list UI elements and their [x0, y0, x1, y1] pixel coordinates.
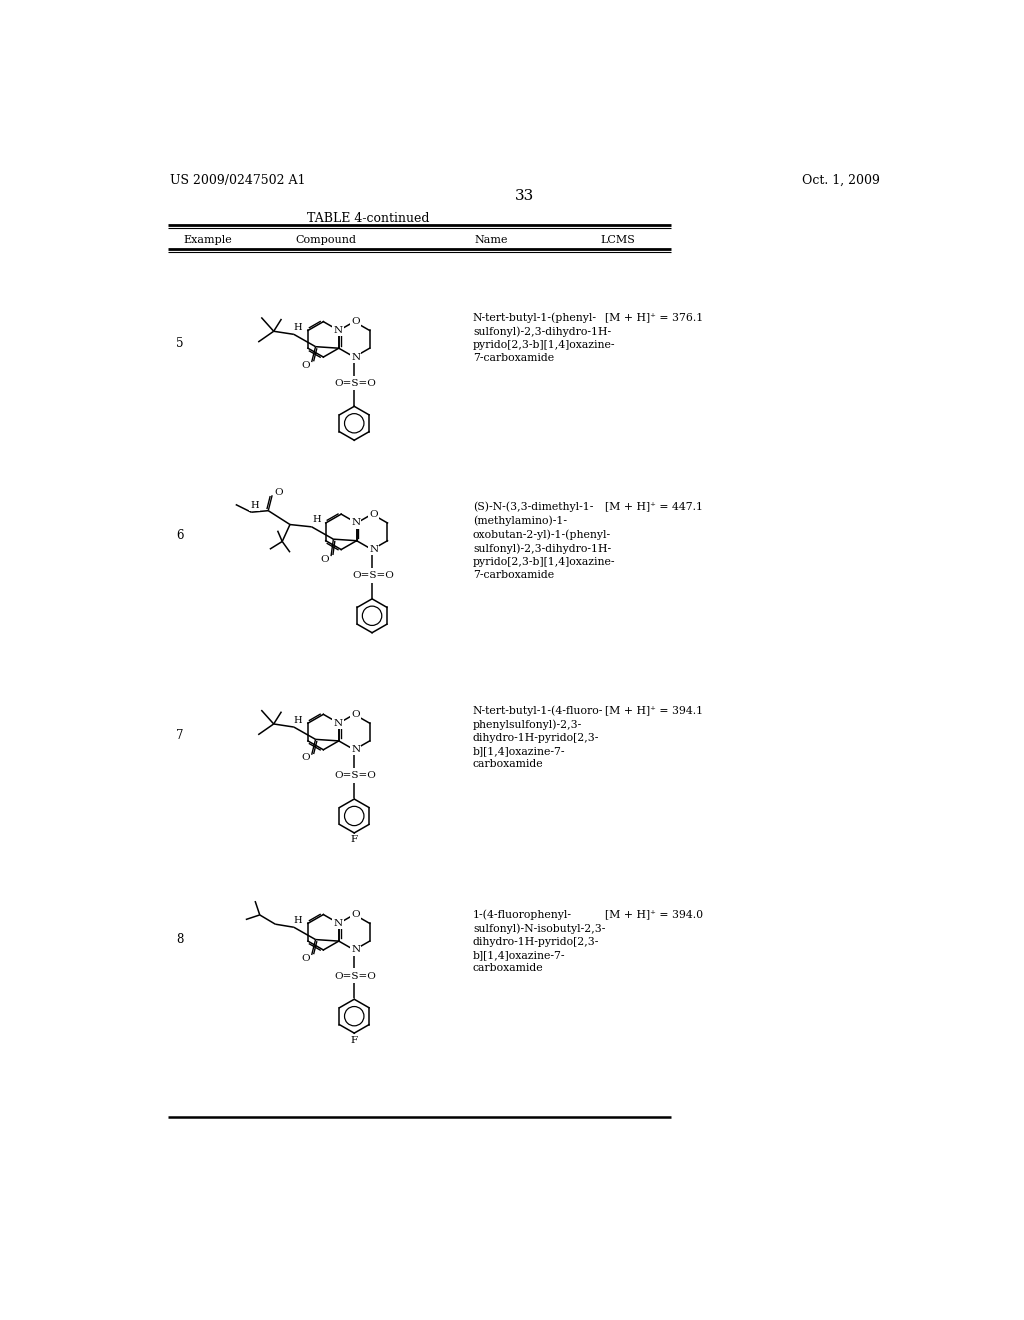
Text: N: N: [369, 545, 378, 554]
Text: O: O: [351, 909, 360, 919]
Text: N: N: [351, 352, 360, 362]
Text: US 2009/0247502 A1: US 2009/0247502 A1: [170, 174, 305, 187]
Text: H: H: [312, 515, 321, 524]
Text: 1-(4-fluorophenyl-
sulfonyl)-N-isobutyl-2,3-
dihydro-1H-pyrido[2,3-
b][1,4]oxazi: 1-(4-fluorophenyl- sulfonyl)-N-isobutyl-…: [473, 909, 605, 973]
Text: O=S=O: O=S=O: [352, 572, 394, 581]
Text: N: N: [351, 746, 360, 754]
Text: 8: 8: [176, 933, 183, 946]
Text: LCMS: LCMS: [601, 235, 636, 246]
Text: O: O: [351, 317, 360, 326]
Text: O: O: [301, 360, 310, 370]
Text: O: O: [274, 488, 283, 498]
Text: O=S=O: O=S=O: [334, 379, 376, 388]
Text: N: N: [351, 945, 360, 954]
Text: O=S=O: O=S=O: [334, 771, 376, 780]
Text: O: O: [321, 556, 329, 565]
Text: O: O: [301, 953, 310, 962]
Text: (S)-N-(3,3-dimethyl-1-
(methylamino)-1-
oxobutan-2-yl)-1-(phenyl-
sulfonyl)-2,3-: (S)-N-(3,3-dimethyl-1- (methylamino)-1- …: [473, 502, 615, 579]
Text: H: H: [294, 916, 302, 925]
Text: N: N: [334, 718, 343, 727]
Text: [M + H]⁺ = 447.1: [M + H]⁺ = 447.1: [604, 502, 702, 511]
Text: O=S=O: O=S=O: [334, 972, 376, 981]
Text: H: H: [250, 500, 259, 510]
Text: H: H: [294, 323, 302, 331]
Text: TABLE 4-continued: TABLE 4-continued: [307, 213, 429, 226]
Text: [M + H]⁺ = 376.1: [M + H]⁺ = 376.1: [604, 313, 702, 322]
Text: [M + H]⁺ = 394.0: [M + H]⁺ = 394.0: [604, 909, 702, 919]
Text: 7: 7: [176, 730, 183, 742]
Text: H: H: [294, 715, 302, 725]
Text: 5: 5: [176, 337, 183, 350]
Text: Example: Example: [183, 235, 232, 246]
Text: Name: Name: [474, 235, 508, 246]
Text: N: N: [351, 519, 360, 528]
Text: F: F: [350, 836, 357, 845]
Text: N-tert-butyl-1-(4-fluoro-
phenylsulfonyl)-2,3-
dihydro-1H-pyrido[2,3-
b][1,4]oxa: N-tert-butyl-1-(4-fluoro- phenylsulfonyl…: [473, 705, 603, 770]
Text: 6: 6: [176, 529, 183, 543]
Text: Oct. 1, 2009: Oct. 1, 2009: [802, 174, 880, 187]
Text: O: O: [370, 510, 378, 519]
Text: F: F: [350, 1036, 357, 1044]
Text: Compound: Compound: [295, 235, 356, 246]
Text: [M + H]⁺ = 394.1: [M + H]⁺ = 394.1: [604, 705, 702, 715]
Text: O: O: [301, 754, 310, 763]
Text: N: N: [334, 326, 343, 335]
Text: N-tert-butyl-1-(phenyl-
sulfonyl)-2,3-dihydro-1H-
pyrido[2,3-b][1,4]oxazine-
7-c: N-tert-butyl-1-(phenyl- sulfonyl)-2,3-di…: [473, 313, 615, 363]
Text: O: O: [351, 710, 360, 719]
Text: 33: 33: [515, 189, 535, 203]
Text: N: N: [334, 919, 343, 928]
